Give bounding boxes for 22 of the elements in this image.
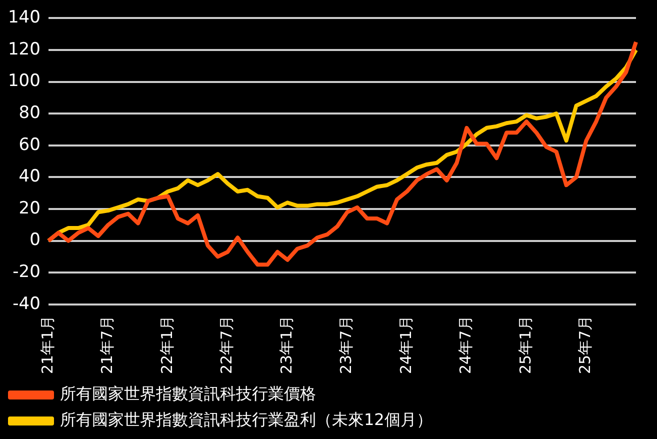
- x-tick-label: 22年1月: [158, 315, 176, 374]
- x-tick-label: 21年7月: [98, 315, 116, 374]
- x-tick-label: 21年1月: [38, 315, 56, 374]
- x-tick-label: 23年1月: [277, 315, 296, 374]
- x-tick-label: 24年7月: [456, 315, 475, 374]
- y-tick-label: -40: [12, 294, 40, 314]
- y-tick-label: 20: [18, 198, 40, 218]
- x-tick-label: 25年1月: [516, 315, 534, 374]
- y-tick-label: 80: [18, 103, 40, 124]
- x-tick-label: 23年7月: [337, 315, 356, 374]
- y-tick-label: 120: [8, 39, 40, 60]
- x-tick-label: 22年7月: [218, 315, 236, 374]
- legend-label: 所有國家世界指數資訊科技行業價格: [60, 384, 316, 404]
- y-tick-label: 60: [18, 134, 40, 155]
- y-tick-label: -20: [12, 262, 40, 282]
- y-tick-label: 100: [8, 71, 40, 92]
- y-tick-label: 0: [30, 230, 40, 250]
- y-tick-label: 40: [18, 166, 40, 187]
- y-tick-label: 140: [8, 8, 40, 28]
- x-tick-label: 24年1月: [396, 315, 415, 374]
- legend-label: 所有國家世界指數資訊科技行業盈利（未來12個月）: [60, 410, 432, 430]
- x-tick-label: 25年7月: [576, 315, 594, 374]
